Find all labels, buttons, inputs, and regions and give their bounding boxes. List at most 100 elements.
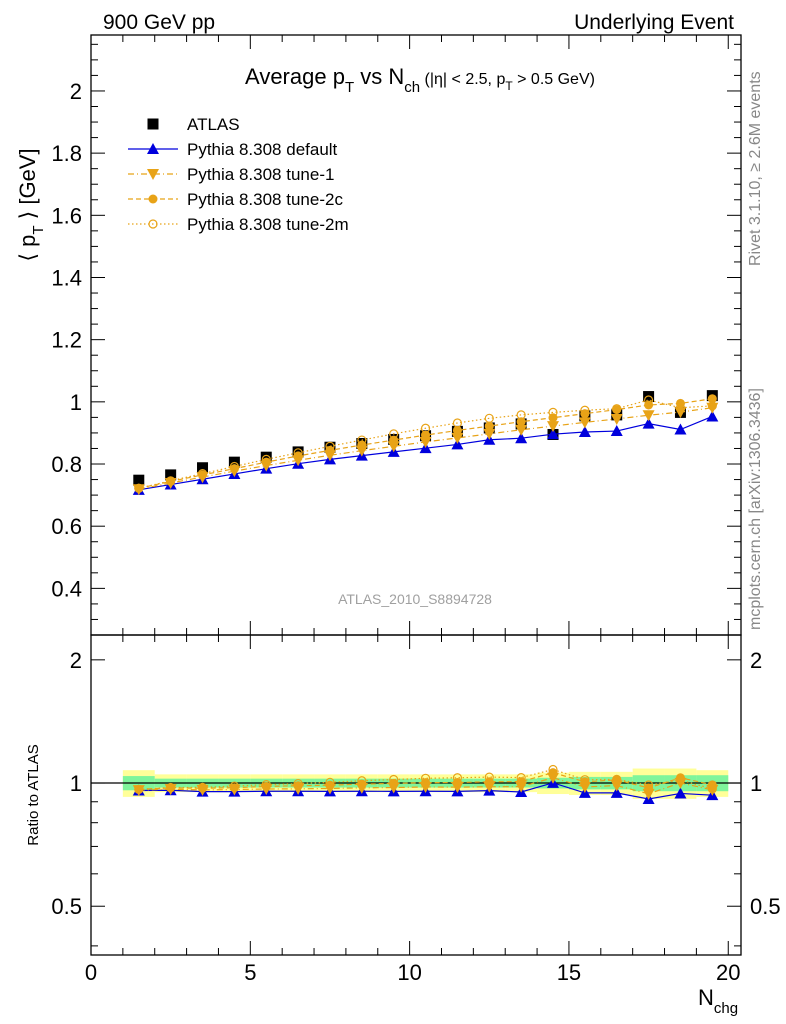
y-tick-label: 1.8 bbox=[51, 141, 82, 166]
ratio-point bbox=[261, 780, 271, 790]
ratio-point bbox=[357, 776, 367, 786]
data-point bbox=[707, 401, 717, 411]
data-point bbox=[165, 469, 177, 481]
ratio-point bbox=[166, 783, 176, 793]
ratio-point bbox=[452, 777, 462, 787]
data-point bbox=[484, 421, 494, 431]
data-point bbox=[612, 404, 622, 414]
analysis-watermark: ATLAS_2010_S8894728 bbox=[338, 591, 492, 607]
data-point bbox=[516, 410, 526, 420]
ratio-y-tick-label-right: 1 bbox=[750, 771, 762, 796]
data-point bbox=[293, 448, 303, 458]
data-point bbox=[707, 394, 717, 404]
data-point bbox=[547, 421, 560, 433]
data-point bbox=[420, 423, 431, 433]
y-axis-label-ratio: Ratio to ATLAS bbox=[25, 744, 42, 845]
ratio-point bbox=[642, 788, 655, 800]
ratio-point bbox=[610, 786, 623, 798]
data-point bbox=[580, 405, 590, 415]
legend-label: ATLAS bbox=[187, 115, 240, 134]
ratio-point bbox=[548, 764, 558, 775]
data-point bbox=[452, 418, 463, 428]
x-tick-label: 15 bbox=[557, 960, 581, 985]
legend-label: Pythia 8.308 default bbox=[187, 140, 338, 159]
ratio-point bbox=[325, 777, 335, 787]
y-axis-label-main: ⟨ pT ⟩ [GeV] bbox=[15, 148, 47, 261]
data-point bbox=[357, 440, 367, 450]
ratio-point bbox=[484, 772, 494, 782]
y-tick-label: 0.8 bbox=[51, 452, 82, 477]
data-point bbox=[451, 432, 464, 444]
data-point bbox=[166, 476, 176, 486]
ratio-point bbox=[134, 784, 144, 794]
data-point bbox=[548, 407, 558, 418]
data-point bbox=[197, 469, 208, 479]
ratio-point bbox=[166, 782, 176, 793]
x-tick-label: 5 bbox=[244, 960, 256, 985]
y-tick-label: 0.4 bbox=[51, 576, 82, 601]
legend-marker bbox=[147, 118, 159, 130]
ratio-y-tick-label: 0.5 bbox=[51, 894, 82, 919]
data-point bbox=[578, 425, 591, 437]
data-point bbox=[197, 462, 209, 474]
data-point bbox=[515, 432, 528, 444]
data-point bbox=[357, 435, 367, 445]
ratio-point bbox=[612, 774, 622, 784]
data-point bbox=[389, 429, 399, 439]
data-point bbox=[643, 395, 654, 405]
chart-title: Average pT vs Nch (|η| < 2.5, pT > 0.5 G… bbox=[245, 64, 595, 96]
ratio-point bbox=[580, 775, 590, 785]
ratio-point bbox=[580, 777, 590, 787]
ratio-frame bbox=[90, 634, 742, 956]
data-point bbox=[547, 428, 560, 440]
legend-marker bbox=[148, 219, 158, 229]
data-point bbox=[452, 425, 462, 435]
legend-label: Pythia 8.308 tune-2m bbox=[187, 215, 349, 234]
data-point bbox=[515, 424, 528, 436]
data-point bbox=[610, 413, 623, 425]
data-point bbox=[674, 423, 687, 435]
y-tick-label: 1 bbox=[70, 390, 82, 415]
header-left: 900 GeV pp bbox=[103, 11, 215, 34]
data-point bbox=[260, 451, 272, 463]
y-tick-label: 1.2 bbox=[51, 328, 82, 353]
ratio-point bbox=[452, 773, 463, 783]
ratio-point bbox=[674, 787, 687, 799]
ratio-point bbox=[197, 782, 208, 792]
legend: ATLAS Pythia 8.308 default Pythia 8.308 tu… bbox=[128, 115, 349, 234]
ratio-line bbox=[138, 768, 713, 790]
x-tick-label: 10 bbox=[397, 960, 421, 985]
data-point bbox=[325, 441, 335, 451]
data-point bbox=[516, 417, 526, 427]
ratio-point bbox=[420, 773, 431, 783]
legend-marker bbox=[147, 169, 159, 180]
ratio-point bbox=[293, 778, 303, 789]
data-point bbox=[419, 436, 432, 448]
y-tick-label: 1.4 bbox=[51, 265, 82, 290]
legend-marker bbox=[147, 143, 159, 154]
data-point bbox=[644, 400, 654, 410]
ratio-point bbox=[357, 779, 367, 789]
data-point bbox=[421, 430, 431, 440]
legend-label: Pythia 8.308 tune-1 bbox=[187, 165, 334, 184]
legend-label: Pythia 8.308 tune-2c bbox=[187, 190, 343, 209]
data-point bbox=[675, 403, 686, 413]
x-axis-label: Nchg bbox=[698, 985, 738, 1017]
y-tick-label: 0.6 bbox=[51, 514, 82, 539]
legend-marker bbox=[148, 194, 158, 204]
rivet-label: Rivet 3.1.10, ≥ 2.6M events bbox=[747, 71, 764, 266]
data-point bbox=[578, 417, 591, 429]
data-point bbox=[134, 483, 144, 493]
ratio-point bbox=[643, 780, 654, 790]
data-point bbox=[133, 474, 145, 486]
data-point bbox=[642, 410, 655, 422]
ratio-point bbox=[707, 784, 717, 794]
data-point bbox=[706, 410, 719, 422]
ratio-point bbox=[675, 775, 686, 785]
ratio-point bbox=[229, 781, 239, 791]
data-point bbox=[451, 438, 464, 450]
x-tick-label: 20 bbox=[716, 960, 740, 985]
ratio-point bbox=[675, 773, 685, 783]
series-line bbox=[138, 399, 713, 489]
